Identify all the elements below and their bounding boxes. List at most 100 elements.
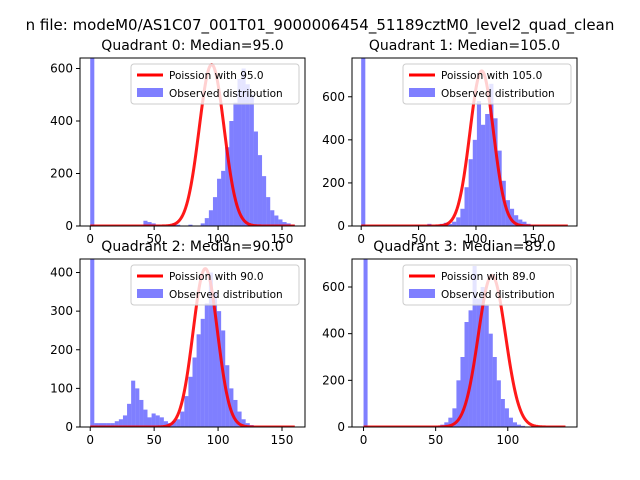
panels: Quadrant 0: Median=95.0 0 50 100 150 0 200 400 6… bbox=[50, 38, 578, 447]
x-tick-label: 150 bbox=[271, 232, 294, 246]
histogram-bar bbox=[135, 388, 140, 427]
x-tick-label: 100 bbox=[465, 232, 488, 246]
histogram-bar bbox=[237, 79, 242, 226]
histogram-bar bbox=[452, 221, 457, 226]
histogram-bar bbox=[508, 417, 513, 427]
legend-label-hist: Observed distribution bbox=[169, 88, 283, 100]
chart-title: Quadrant 2: Median=90.0 bbox=[101, 239, 283, 255]
histogram-bar bbox=[241, 68, 246, 226]
histogram-bar bbox=[464, 187, 469, 226]
histogram-bar bbox=[456, 380, 461, 427]
histogram-bar bbox=[496, 380, 501, 427]
legend: Poission with 95.0 Observed distribution bbox=[130, 63, 300, 105]
histogram-bar bbox=[204, 218, 209, 226]
legend-box bbox=[130, 63, 300, 105]
histogram-bar bbox=[249, 94, 254, 226]
chart-title: Quadrant 1: Median=105.0 bbox=[369, 38, 560, 54]
histogram-bar bbox=[361, 58, 366, 226]
histogram-bar bbox=[253, 131, 258, 226]
histogram-bar bbox=[90, 58, 95, 226]
histogram-bar bbox=[504, 408, 509, 427]
poisson-fit-line bbox=[363, 273, 566, 427]
histogram-bar bbox=[282, 222, 287, 226]
legend-box bbox=[402, 63, 572, 105]
histogram-bar bbox=[139, 399, 144, 427]
x-tick-label: 100 bbox=[496, 433, 519, 447]
histogram-bar bbox=[488, 333, 493, 427]
histogram-bar bbox=[266, 197, 271, 226]
x-tick-label: 0 bbox=[360, 433, 368, 447]
histogram-bar bbox=[94, 423, 99, 427]
x-tick-label: 0 bbox=[86, 232, 94, 246]
y-tick-label: 0 bbox=[337, 219, 345, 233]
histogram-bar bbox=[274, 215, 279, 226]
y-tick-label: 200 bbox=[322, 176, 345, 190]
y-tick-label: 400 bbox=[50, 266, 73, 280]
chart-title: Quadrant 3: Median=89.0 bbox=[373, 239, 555, 255]
legend-label-hist: Observed distribution bbox=[441, 289, 555, 301]
histogram-bar bbox=[245, 423, 250, 427]
axes-frame bbox=[351, 57, 578, 227]
histogram-bar bbox=[155, 415, 160, 427]
histogram-bar bbox=[522, 221, 527, 226]
axes-frame bbox=[79, 57, 306, 227]
histogram-bar bbox=[521, 425, 526, 427]
y-tick-label: 600 bbox=[322, 280, 345, 294]
chart-panel-0: Quadrant 0: Median=95.0 0 50 100 150 0 200 400 6… bbox=[50, 38, 306, 246]
histogram-bar bbox=[184, 396, 189, 427]
y-tick-label: 200 bbox=[50, 343, 73, 357]
histogram-bar bbox=[212, 197, 218, 226]
histogram-bar bbox=[489, 83, 494, 226]
histogram-bar bbox=[180, 411, 185, 427]
legend-label-fit: Poission with 90.0 bbox=[169, 271, 264, 283]
histogram-bar bbox=[131, 380, 136, 427]
histogram-bar bbox=[208, 210, 213, 226]
histogram-bar bbox=[217, 311, 222, 427]
histogram-bar bbox=[208, 272, 213, 427]
y-tick-label: 0 bbox=[65, 219, 73, 233]
histogram-bar bbox=[163, 421, 168, 427]
chart-panel-1: Quadrant 1: Median=105.0 0 50 100 150 0 200 400… bbox=[322, 38, 578, 246]
histogram-bar bbox=[241, 419, 246, 427]
legend-label-fit: Poission with 105.0 bbox=[441, 70, 542, 82]
legend-patch-swatch bbox=[137, 88, 163, 97]
histogram-bar bbox=[188, 376, 193, 427]
x-tick-label: 50 bbox=[147, 232, 162, 246]
histogram-bar bbox=[106, 423, 111, 427]
histogram-bar bbox=[212, 291, 218, 427]
histogram-bar bbox=[200, 223, 205, 226]
histogram-bar bbox=[484, 305, 489, 427]
histogram-bar bbox=[512, 422, 517, 427]
chart-panel-3: Quadrant 3: Median=89.0 0 50 100 0 200 400 600 P… bbox=[322, 239, 578, 447]
x-tick-label: 0 bbox=[357, 232, 365, 246]
x-tick-label: 50 bbox=[147, 433, 162, 447]
histogram-bar bbox=[480, 287, 485, 427]
y-tick-label: 0 bbox=[337, 420, 345, 434]
x-tick-label: 50 bbox=[428, 433, 443, 447]
y-tick-label: 600 bbox=[322, 90, 345, 104]
histogram-bar bbox=[176, 419, 181, 427]
legend-patch-swatch bbox=[137, 289, 163, 298]
histogram-bar bbox=[472, 139, 477, 226]
histogram-bar bbox=[452, 408, 457, 427]
histogram-bar bbox=[102, 423, 107, 427]
histogram-bar bbox=[447, 223, 453, 226]
histogram-bar bbox=[176, 224, 181, 226]
histogram-bar bbox=[127, 403, 132, 427]
x-tick-label: 0 bbox=[86, 433, 94, 447]
y-tick-label: 200 bbox=[50, 167, 73, 181]
histogram-bar bbox=[233, 102, 238, 226]
histogram-bar bbox=[460, 357, 465, 427]
histogram-bar bbox=[509, 208, 515, 226]
histogram-bar bbox=[464, 322, 469, 427]
histogram-bar bbox=[492, 357, 497, 427]
histogram-bar bbox=[448, 417, 453, 427]
legend: Poission with 105.0 Observed distribution bbox=[402, 63, 572, 105]
histogram-bar bbox=[485, 114, 490, 226]
histogram-bar bbox=[460, 208, 465, 226]
y-tick-label: 600 bbox=[50, 62, 73, 76]
histogram-bar bbox=[147, 417, 152, 427]
histogram-bar bbox=[476, 298, 481, 427]
histogram-bar bbox=[221, 170, 226, 226]
